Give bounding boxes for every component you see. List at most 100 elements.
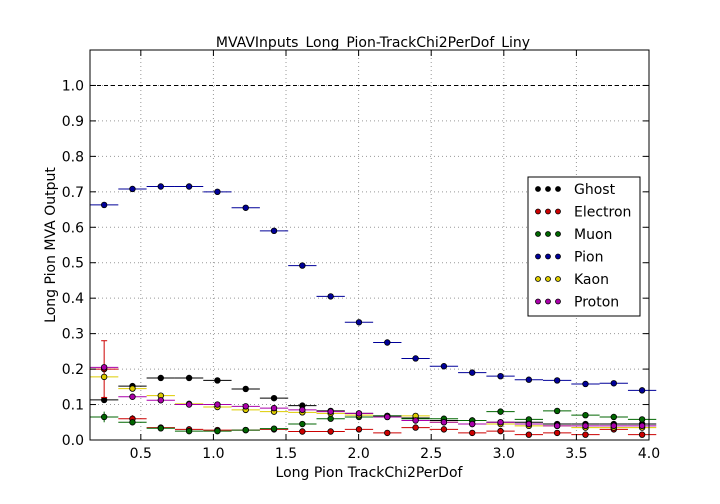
pion-point xyxy=(610,380,617,387)
proton-point xyxy=(214,401,221,408)
muon-point xyxy=(327,415,334,422)
x-tick-label: 2.0 xyxy=(347,446,369,462)
muon-point xyxy=(497,408,504,415)
legend-marker-ghost xyxy=(555,186,561,192)
legend-marker-proton xyxy=(535,298,541,305)
proton-point xyxy=(582,422,589,430)
proton-point xyxy=(100,364,108,371)
muon-point xyxy=(185,427,193,435)
legend-marker-proton xyxy=(545,298,551,305)
x-tick-label: 3.5 xyxy=(565,446,587,462)
electron-point xyxy=(384,429,391,437)
legend: Ghost Electron Muon Pion Kaon Proton xyxy=(527,176,641,317)
pion-point xyxy=(469,369,476,376)
x-tick-label: 4.0 xyxy=(638,446,660,462)
y-tick-label: 0.7 xyxy=(62,185,84,201)
legend-box xyxy=(527,176,641,317)
pion-point xyxy=(440,363,448,370)
pion-point xyxy=(242,204,249,211)
legend-label-pion: Pion xyxy=(574,250,603,266)
electron-point xyxy=(638,431,646,438)
muon-point xyxy=(129,419,136,426)
legend-label-kaon: Kaon xyxy=(574,272,609,288)
y-tick-label: 0.6 xyxy=(62,220,84,236)
proton-point xyxy=(440,419,448,426)
muon-point xyxy=(100,413,108,421)
ghost-point xyxy=(242,385,249,393)
muon-point xyxy=(582,411,589,419)
pion-point xyxy=(384,339,391,346)
electron-point xyxy=(355,426,363,433)
proton-point xyxy=(610,422,617,430)
electron-point xyxy=(299,428,306,435)
muon-point xyxy=(299,420,306,428)
y-tick-label: 0.1 xyxy=(62,398,84,414)
series-pion xyxy=(90,183,657,394)
pion-point xyxy=(553,377,561,384)
legend-marker-electron xyxy=(555,208,561,215)
ticks: 0.5 1.0 1.5 2.0 2.5 3.0 3.5 4.0 0.0 0.1 0.2 0.3 0.4 0… xyxy=(62,50,660,462)
legend-marker-ghost xyxy=(535,186,541,192)
legend-label-electron: Electron xyxy=(574,205,631,221)
ghost-point xyxy=(270,394,278,402)
ghost-point xyxy=(185,374,193,382)
electron-point xyxy=(582,431,589,438)
legend-marker-muon xyxy=(545,231,551,237)
ghost-point xyxy=(214,377,221,384)
pion-point xyxy=(497,372,504,380)
pion-point xyxy=(525,376,533,383)
proton-point xyxy=(299,406,306,414)
muon-point xyxy=(157,425,164,432)
legend-marker-kaon xyxy=(545,276,551,282)
pion-point xyxy=(299,262,306,269)
muon-point xyxy=(610,413,617,421)
x-axis-label: Long Pion TrackChi2PerDof xyxy=(276,465,464,481)
proton-point xyxy=(185,401,193,408)
legend-marker-muon xyxy=(555,231,561,237)
proton-point xyxy=(525,420,533,428)
legend-marker-kaon xyxy=(555,276,561,282)
electron-point xyxy=(497,427,504,435)
proton-point xyxy=(384,413,391,421)
plot-frame xyxy=(89,49,650,441)
pion-point xyxy=(129,185,136,193)
pion-point xyxy=(638,387,646,394)
pion-point xyxy=(327,293,334,300)
pion-point xyxy=(582,380,589,388)
y-tick-label: 0.5 xyxy=(62,256,84,272)
muon-point xyxy=(214,427,221,435)
muon-point xyxy=(553,407,561,415)
pion-point xyxy=(157,183,164,190)
y-tick-label: 0.8 xyxy=(62,149,84,165)
pion-point xyxy=(100,201,108,209)
chart-title: MVAVInputs_Long_Pion-TrackChi2PerDof_Lin… xyxy=(216,35,530,51)
y-tick-label: 0.3 xyxy=(62,327,84,343)
legend-label-proton: Proton xyxy=(574,295,619,311)
legend-marker-proton xyxy=(555,298,561,305)
x-tick-label: 1.5 xyxy=(275,446,297,462)
legend-marker-electron xyxy=(545,208,551,215)
pion-point xyxy=(214,188,221,196)
y-axis-label: Long Pion MVA Output xyxy=(43,167,59,323)
proton-point xyxy=(157,397,164,404)
proton-point xyxy=(497,419,504,426)
proton-point xyxy=(638,422,646,430)
legend-label-ghost: Ghost xyxy=(574,182,616,198)
x-tick-label: 3.0 xyxy=(493,446,515,462)
proton-point xyxy=(129,393,136,400)
electron-point xyxy=(469,429,476,437)
pion-point xyxy=(412,355,419,362)
proton-point xyxy=(355,410,363,417)
proton-point xyxy=(242,403,249,410)
ghost-point xyxy=(100,396,108,404)
y-tick-label: 0.2 xyxy=(62,362,84,378)
pion-point xyxy=(270,227,278,235)
legend-marker-muon xyxy=(535,231,541,237)
x-tick-label: 1.0 xyxy=(202,446,224,462)
legend-marker-ghost xyxy=(545,186,551,192)
legend-marker-pion xyxy=(535,253,541,260)
kaon-point xyxy=(100,373,108,381)
muon-point xyxy=(638,416,646,423)
y-tick-label: 1.0 xyxy=(62,78,84,94)
